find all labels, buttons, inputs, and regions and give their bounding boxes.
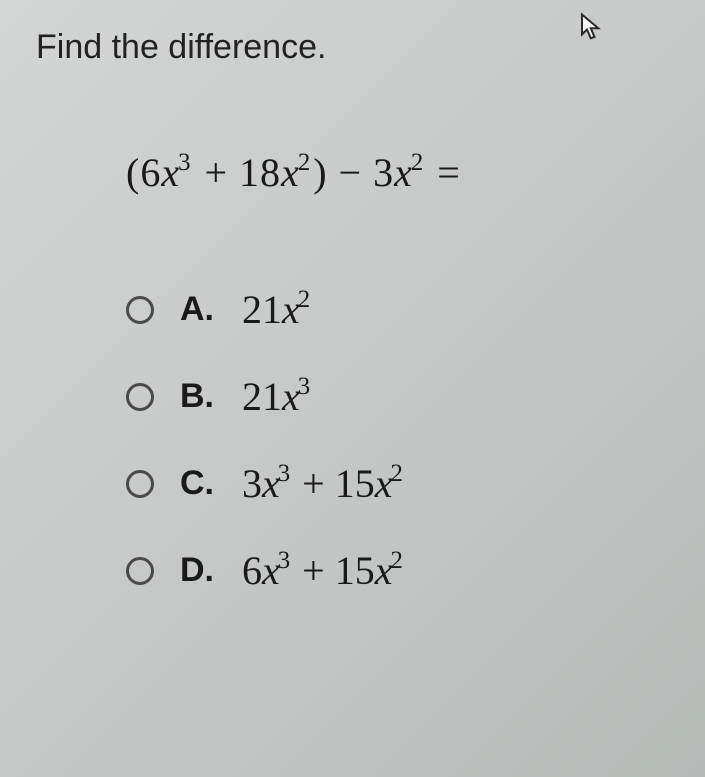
choice-letter: A. bbox=[180, 290, 242, 329]
radio-icon[interactable] bbox=[126, 383, 154, 411]
choice-expression: 6x3 + 15x2 bbox=[242, 547, 405, 594]
choice-letter: D. bbox=[180, 551, 242, 590]
choice-expression: 21x2 bbox=[242, 286, 312, 333]
choice-c[interactable]: C. 3x3 + 15x2 bbox=[126, 460, 669, 507]
choice-expression: 21x3 bbox=[242, 373, 312, 420]
choice-b[interactable]: B. 21x3 bbox=[126, 373, 669, 420]
question-prompt: Find the difference. bbox=[36, 28, 669, 67]
choice-letter: B. bbox=[180, 377, 242, 416]
choice-d[interactable]: D. 6x3 + 15x2 bbox=[126, 547, 669, 594]
mouse-cursor-icon bbox=[579, 12, 605, 47]
radio-icon[interactable] bbox=[126, 296, 154, 324]
choice-letter: C. bbox=[180, 464, 242, 503]
radio-icon[interactable] bbox=[126, 557, 154, 585]
choice-a[interactable]: A. 21x2 bbox=[126, 286, 669, 333]
answer-choices: A. 21x2 B. 21x3 C. 3x3 + 15x2 D. 6x3 + 1… bbox=[126, 286, 669, 594]
choice-expression: 3x3 + 15x2 bbox=[242, 460, 405, 507]
question-equation: (6x3 + 18x2) − 3x2 = bbox=[126, 149, 669, 196]
radio-icon[interactable] bbox=[126, 470, 154, 498]
